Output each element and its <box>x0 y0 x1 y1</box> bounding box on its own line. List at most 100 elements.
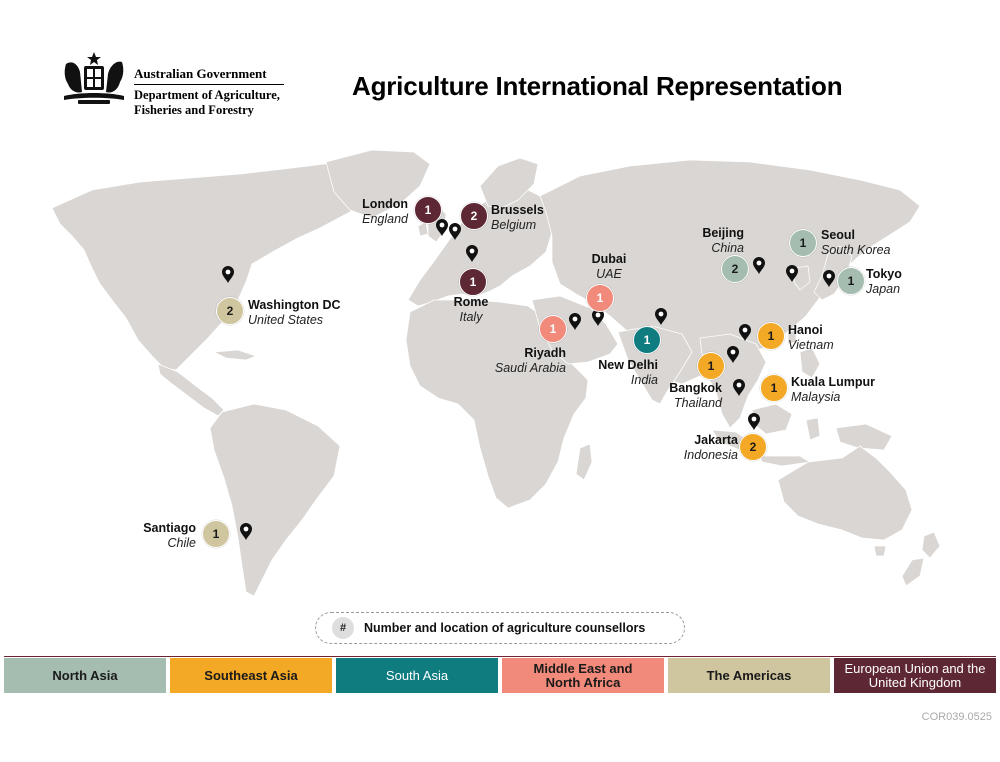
city-name: Brussels <box>491 203 544 217</box>
count-badge-jakarta: 2 <box>739 433 767 461</box>
label-new-delhi: New Delhi India <box>578 358 658 388</box>
city-name: New Delhi <box>598 358 658 372</box>
count-badge-beijing: 2 <box>721 255 749 283</box>
label-riyadh: Riyadh Saudi Arabia <box>470 346 566 376</box>
label-seoul: Seoul South Korea <box>821 228 891 258</box>
label-tokyo: Tokyo Japan <box>866 267 902 297</box>
count-badge-london: 1 <box>414 196 442 224</box>
legend-eu-uk: European Union and the United Kingdom <box>834 658 996 693</box>
label-rome: Rome Italy <box>436 295 506 325</box>
country-name: Malaysia <box>791 390 841 404</box>
africa-landmass <box>405 299 589 509</box>
country-name: Belgium <box>491 218 537 232</box>
pin-icon <box>753 257 765 274</box>
label-dubai: Dubai UAE <box>578 252 640 282</box>
pin-icon <box>222 266 234 283</box>
count-badge-rome: 1 <box>459 268 487 296</box>
scandinavia-landmass <box>479 157 539 209</box>
country-name: India <box>630 373 658 387</box>
city-name: Riyadh <box>524 346 566 360</box>
government-logo-block: Australian Government Department of Agri… <box>60 50 300 122</box>
count-badge-seoul: 1 <box>789 229 817 257</box>
count-badge-riyadh: 1 <box>539 315 567 343</box>
count-badge-bangkok: 1 <box>697 352 725 380</box>
country-name: Italy <box>459 310 483 324</box>
coat-of-arms-icon <box>64 52 124 104</box>
central-america-landmass <box>157 363 225 417</box>
label-brussels: Brussels Belgium <box>491 203 544 233</box>
new-zealand-landmass <box>921 531 941 559</box>
country-name: Vietnam <box>788 338 834 352</box>
count-badge-washington: 2 <box>216 297 244 325</box>
pin-icon <box>786 265 798 282</box>
count-badge-new-delhi: 1 <box>633 326 661 354</box>
country-name: China <box>711 241 744 255</box>
australia-landmass <box>777 445 913 541</box>
legend-middle-east: Middle East and North Africa <box>502 658 664 693</box>
city-name: London <box>362 197 408 211</box>
pin-icon <box>823 270 835 287</box>
country-name: Saudi Arabia <box>494 361 566 375</box>
pin-icon <box>739 324 751 341</box>
label-hanoi: Hanoi Vietnam <box>788 323 834 353</box>
label-bangkok: Bangkok Thailand <box>652 381 722 411</box>
pin-icon <box>592 309 604 326</box>
legend-divider <box>4 656 996 657</box>
count-badge-santiago: 1 <box>202 520 230 548</box>
pin-icon <box>436 219 448 236</box>
page-title: Agriculture International Representation <box>352 71 843 101</box>
label-jakarta: Jakarta Indonesia <box>668 433 738 463</box>
key-text: Number and location of agriculture couns… <box>364 621 646 635</box>
city-name: Seoul <box>821 228 856 242</box>
government-name: Australian Government <box>134 66 267 81</box>
count-badge-brussels: 2 <box>460 202 488 230</box>
country-name: England <box>362 212 408 226</box>
pin-icon <box>727 346 739 363</box>
city-name: Jakarta <box>694 433 738 447</box>
country-name: Indonesia <box>683 448 738 462</box>
city-name: Tokyo <box>866 267 902 281</box>
label-washington: Washington DC United States <box>248 298 341 328</box>
city-name: Dubai <box>591 252 627 266</box>
count-badge-hanoi: 1 <box>757 322 785 350</box>
city-name: Washington DC <box>248 298 341 312</box>
count-badge-kuala-lumpur: 1 <box>760 374 788 402</box>
city-name: Hanoi <box>788 323 823 337</box>
caribbean-landmass <box>213 349 257 361</box>
country-name: South Korea <box>821 243 891 257</box>
pin-icon <box>569 313 581 330</box>
legend-south-asia: South Asia <box>336 658 498 693</box>
legend-north-asia: North Asia <box>4 658 166 693</box>
count-badge-tokyo: 1 <box>837 267 865 295</box>
document-code: COR039.0525 <box>921 711 992 723</box>
city-name: Bangkok <box>669 381 722 395</box>
label-kuala-lumpur: Kuala Lumpur Malaysia <box>791 375 875 405</box>
city-name: Rome <box>453 295 489 309</box>
greenland-landmass <box>325 149 431 219</box>
country-name: United States <box>248 313 324 327</box>
department-name: Department of Agriculture, Fisheries and… <box>134 88 280 117</box>
pin-icon <box>449 223 461 240</box>
key-symbol: # <box>332 617 354 639</box>
legend-americas: The Americas <box>668 658 830 693</box>
pin-icon <box>240 523 252 540</box>
country-name: Chile <box>167 536 197 550</box>
label-santiago: Santiago Chile <box>120 521 196 551</box>
madagascar-landmass <box>575 443 593 481</box>
country-name: Japan <box>866 282 901 296</box>
count-badge-dubai: 1 <box>586 284 614 312</box>
label-london: London England <box>350 197 408 227</box>
location-pins <box>222 219 835 540</box>
pin-icon <box>466 245 478 262</box>
map-key: # Number and location of agriculture cou… <box>315 612 685 644</box>
legend-southeast-asia: Southeast Asia <box>170 658 332 693</box>
pin-icon <box>748 413 760 430</box>
pin-icon <box>655 308 667 325</box>
pin-icon <box>733 379 745 396</box>
city-name: Kuala Lumpur <box>791 375 876 389</box>
label-beijing: Beijing China <box>680 226 744 256</box>
logo-divider <box>134 84 284 85</box>
country-name: Thailand <box>674 396 722 410</box>
country-name: UAE <box>596 267 622 281</box>
city-name: Beijing <box>702 226 744 240</box>
